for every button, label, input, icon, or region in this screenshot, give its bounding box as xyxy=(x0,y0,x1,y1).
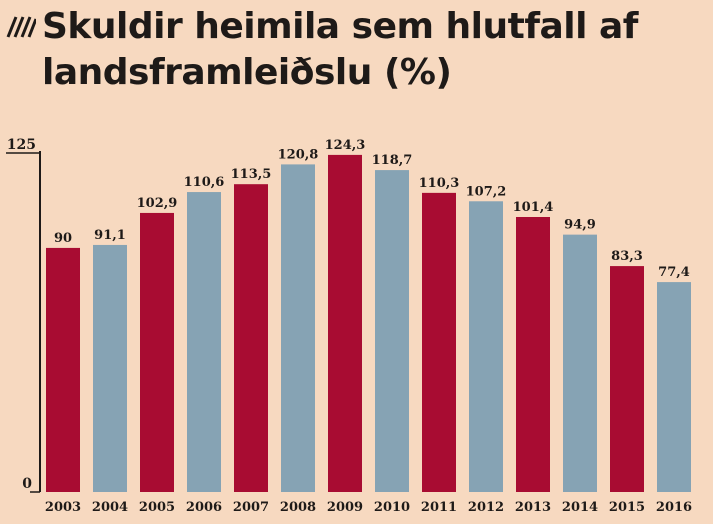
value-labels: 90 91,1 102,9 110,6 113,5 120,8 124,3 118,7 110,… xyxy=(54,138,690,280)
x-tick-label-2009: 2009 xyxy=(327,500,363,515)
bar-2003 xyxy=(46,247,80,492)
bar-2015 xyxy=(610,266,644,492)
y-tick-label: 0 xyxy=(22,476,32,492)
bar-2012 xyxy=(469,201,503,492)
bar-2004 xyxy=(93,244,127,492)
x-tick-label-2011: 2011 xyxy=(421,500,457,515)
x-tick-label-2003: 2003 xyxy=(45,500,81,515)
value-label-2005: 102,9 xyxy=(137,196,178,211)
chart-title-line-2: landsframleiðslu (%) xyxy=(6,50,706,96)
bar-2016 xyxy=(657,282,691,492)
chart-title: Skuldir heimila sem hlutfall af landsfra… xyxy=(6,4,706,96)
diagonal-hatch-icon xyxy=(6,16,36,38)
bar-2013 xyxy=(516,217,550,492)
value-label-2010: 118,7 xyxy=(372,153,413,168)
x-tick-label-2007: 2007 xyxy=(233,500,269,515)
x-tick-label-2015: 2015 xyxy=(609,500,645,515)
x-tick-label-2013: 2013 xyxy=(515,500,551,515)
value-label-2011: 110,3 xyxy=(419,176,460,191)
chart-title-text-1: Skuldir heimila sem hlutfall af xyxy=(42,6,638,47)
bar-2006 xyxy=(187,192,221,492)
bar-2008 xyxy=(281,164,315,493)
y-tick-label: 125 xyxy=(7,137,36,153)
value-label-2015: 83,3 xyxy=(611,249,643,264)
x-tick-label-2006: 2006 xyxy=(186,500,222,515)
value-label-2009: 124,3 xyxy=(325,138,366,153)
x-tick-label-2016: 2016 xyxy=(656,500,692,515)
x-tick-label-2008: 2008 xyxy=(280,500,316,515)
value-label-2006: 110,6 xyxy=(184,175,225,190)
value-label-2007: 113,5 xyxy=(231,167,272,182)
bar-2011 xyxy=(422,192,456,492)
bars xyxy=(46,154,691,493)
x-tick-label-2010: 2010 xyxy=(374,500,410,515)
value-label-2004: 91,1 xyxy=(94,228,126,243)
bar-2014 xyxy=(563,234,597,492)
y-axis: 125 0 xyxy=(6,137,41,493)
chart-title-text-2: landsframleiðslu (%) xyxy=(42,52,452,93)
value-label-2003: 90 xyxy=(54,231,72,246)
value-label-2016: 77,4 xyxy=(658,265,690,280)
x-tick-label-2014: 2014 xyxy=(562,500,598,515)
bar-2005 xyxy=(140,212,174,493)
chart-title-line-1: Skuldir heimila sem hlutfall af xyxy=(6,4,706,50)
bar-2009 xyxy=(328,154,362,492)
bar-2010 xyxy=(375,170,409,492)
value-label-2008: 120,8 xyxy=(278,147,319,162)
x-tick-label-2012: 2012 xyxy=(468,500,504,515)
value-label-2012: 107,2 xyxy=(466,184,507,199)
x-tick-label-2005: 2005 xyxy=(139,500,175,515)
value-label-2013: 101,4 xyxy=(513,200,554,215)
x-tick-label-2004: 2004 xyxy=(92,500,128,515)
value-label-2014: 94,9 xyxy=(564,218,596,233)
x-axis-labels: 2003 2004 2005 2006 2007 2008 2009 2010 2011 2012… xyxy=(45,500,692,515)
bar-2007 xyxy=(234,184,268,493)
